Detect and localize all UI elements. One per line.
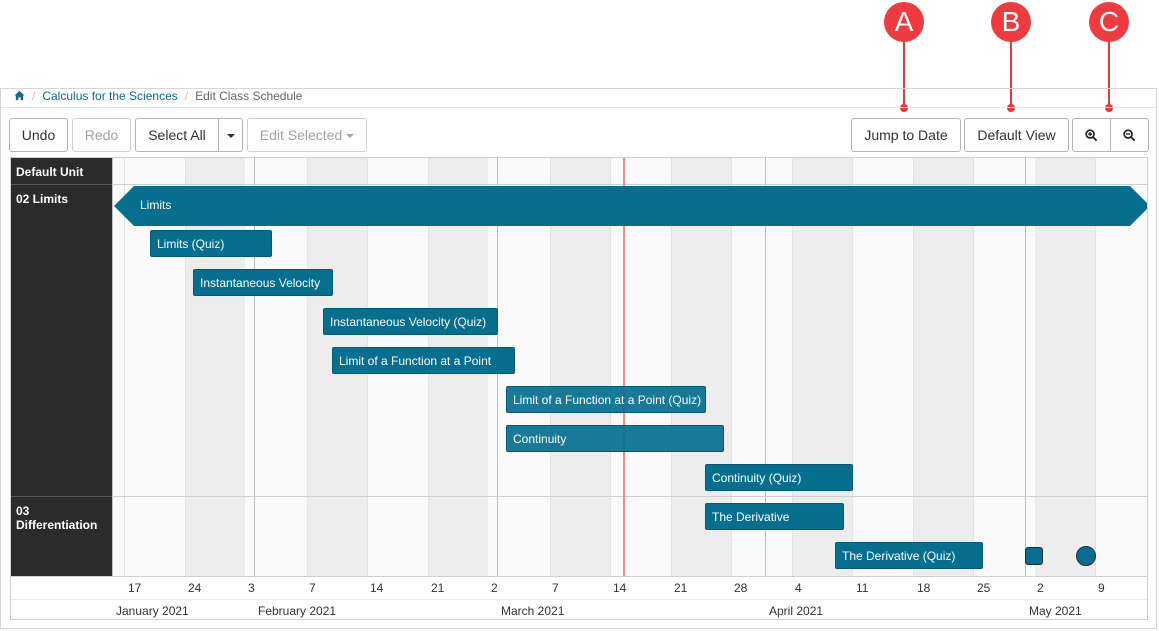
breadcrumb-divider: [1, 107, 1157, 108]
item-continuity[interactable]: Continuity: [506, 425, 724, 452]
axis-month-label: January 2021: [116, 604, 189, 618]
schedule-frame: [0, 88, 1157, 629]
axis-divider: [11, 599, 1147, 600]
unit-label-default[interactable]: Default Unit: [16, 165, 84, 179]
callout-c-line: [1105, 40, 1113, 112]
item-the-derivative[interactable]: The Derivative: [705, 503, 844, 530]
axis-tick: 28: [734, 581, 748, 595]
zoom-in-button[interactable]: [1072, 118, 1111, 152]
week-line: [731, 158, 732, 576]
month-line: [254, 158, 255, 619]
axis-tick: 18: [917, 581, 931, 595]
column-band: [913, 158, 973, 576]
unit-span-arrow: [114, 186, 1147, 226]
select-all-button[interactable]: Select All: [135, 118, 219, 152]
axis-tick: 24: [188, 581, 202, 595]
item-instantaneous-velocity-quiz[interactable]: Instantaneous Velocity (Quiz): [323, 308, 498, 335]
milestone-circle-marker[interactable]: [1076, 546, 1096, 566]
column-band: [550, 158, 610, 576]
schedule-grid: Default Unit 02 Limits 03 Differentiatio…: [10, 157, 1148, 620]
axis-tick: 14: [613, 581, 627, 595]
home-icon[interactable]: [14, 90, 25, 101]
zoom-out-icon: [1123, 129, 1136, 142]
week-line: [185, 158, 186, 576]
week-line: [852, 158, 853, 576]
edit-selected-label: Edit Selected: [259, 127, 343, 143]
sidebar-divider: [11, 496, 112, 497]
axis-tick: 21: [431, 581, 445, 595]
item-continuity-quiz[interactable]: Continuity (Quiz): [705, 464, 853, 491]
unit-row-divider: [112, 496, 1147, 497]
unit-span-label: Limits: [140, 198, 172, 212]
chevron-down-icon: [226, 134, 235, 138]
axis-tick: 7: [552, 581, 559, 595]
chevron-down-icon: [346, 134, 355, 138]
item-limits-quiz[interactable]: Limits (Quiz): [150, 230, 272, 257]
axis-tick: 2: [491, 581, 498, 595]
timeline-axis: 17 24 3 7 14 21 2 7 14 21 28 4 11 18 25 …: [11, 576, 1147, 619]
week-line: [671, 158, 672, 576]
axis-tick: 4: [795, 581, 802, 595]
column-band: [1035, 158, 1095, 576]
edit-selected-button[interactable]: Edit Selected: [247, 118, 367, 152]
callout-a: A: [884, 2, 924, 42]
axis-tick: 3: [248, 581, 255, 595]
week-line: [124, 158, 125, 576]
axis-tick: 17: [128, 581, 142, 595]
unit-sidebar: Default Unit 02 Limits 03 Differentiatio…: [11, 158, 112, 576]
week-line: [307, 158, 308, 576]
month-line: [497, 158, 498, 619]
breadcrumb-course-link[interactable]: Calculus for the Sciences: [42, 89, 178, 103]
zoom-in-icon: [1085, 129, 1098, 142]
callout-a-line: [900, 40, 908, 112]
week-line: [550, 158, 551, 576]
item-instantaneous-velocity[interactable]: Instantaneous Velocity: [193, 269, 333, 296]
item-the-derivative-quiz[interactable]: The Derivative (Quiz): [835, 542, 983, 569]
callout-b: B: [991, 2, 1031, 42]
sidebar-divider: [11, 184, 112, 185]
axis-month-label: April 2021: [769, 604, 824, 618]
item-limit-of-function[interactable]: Limit of a Function at a Point: [332, 347, 515, 374]
axis-month-label: May 2021: [1029, 604, 1082, 618]
axis-tick: 2: [1037, 581, 1044, 595]
axis-tick: 25: [977, 581, 991, 595]
breadcrumb: / Calculus for the Sciences / Edit Class Sc…: [14, 89, 302, 107]
undo-button[interactable]: Undo: [9, 118, 68, 152]
item-limit-of-function-quiz[interactable]: Limit of a Function at a Point (Quiz): [506, 386, 706, 413]
breadcrumb-current: Edit Class Schedule: [195, 89, 303, 103]
callout-c: C: [1089, 2, 1129, 42]
axis-tick: 14: [370, 581, 384, 595]
axis-tick: 21: [674, 581, 688, 595]
axis-tick: 7: [309, 581, 316, 595]
axis-tick: 9: [1098, 581, 1105, 595]
jump-to-date-button[interactable]: Jump to Date: [851, 118, 961, 152]
select-all-dropdown-button[interactable]: [218, 118, 243, 152]
week-line: [913, 158, 914, 576]
axis-month-label: February 2021: [258, 604, 337, 618]
zoom-out-button[interactable]: [1110, 118, 1149, 152]
week-line: [792, 158, 793, 576]
unit-label-differentiation[interactable]: 03 Differentiation: [16, 504, 98, 532]
unit-span-bar[interactable]: Limits: [114, 186, 1147, 226]
redo-button[interactable]: Redo: [72, 118, 131, 152]
week-line: [610, 158, 611, 576]
axis-month-label: March 2021: [501, 604, 565, 618]
week-line: [1095, 158, 1096, 576]
milestone-square-marker[interactable]: [1025, 547, 1043, 565]
unit-label-limits[interactable]: 02 Limits: [16, 192, 69, 206]
month-line: [765, 158, 766, 619]
callout-b-line: [1007, 40, 1015, 112]
unit-row-divider: [112, 184, 1147, 185]
week-line: [973, 158, 974, 576]
month-line: [112, 158, 113, 619]
axis-tick: 11: [856, 581, 869, 595]
default-view-button[interactable]: Default View: [964, 118, 1069, 152]
month-line: [1025, 158, 1026, 619]
column-band: [185, 158, 245, 576]
